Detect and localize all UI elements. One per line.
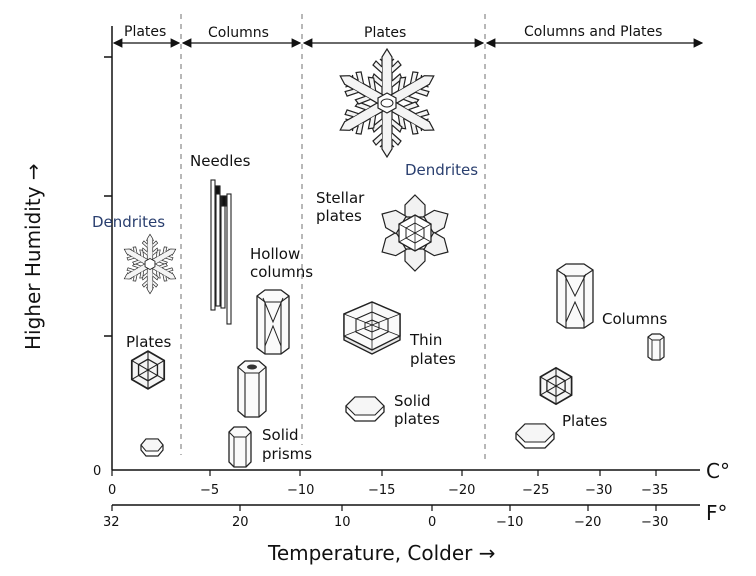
- fahrenheit-tick-label: 20: [232, 515, 249, 530]
- fahrenheit-tick-label: 32: [103, 515, 120, 530]
- label-solid-plates-1: Solid: [394, 392, 431, 410]
- label-plates-right: Plates: [562, 412, 608, 430]
- celsius-tick-label: −25: [522, 483, 549, 498]
- label-needles: Needles: [190, 152, 251, 170]
- y-axis-title: Higher Humidity →: [21, 163, 45, 350]
- plate-crystal-right: [539, 366, 573, 406]
- celsius-tick-label: −20: [448, 483, 475, 498]
- celsius-tick-label: −10: [287, 483, 314, 498]
- small-dendrite-crystal: [119, 233, 181, 295]
- celsius-tick-label: −35: [641, 483, 668, 498]
- stellar-plate-crystal: [381, 194, 449, 272]
- solid-plate-crystal-right: [515, 423, 555, 449]
- fahrenheit-tick-label: 0: [428, 515, 436, 530]
- y-axis-zero: 0: [93, 464, 101, 479]
- label-dendrites-left: Dendrites: [92, 213, 165, 231]
- label-hollow-columns-1: Hollow: [250, 245, 300, 263]
- celsius-tick-label: −5: [200, 483, 219, 498]
- label-solid-plates-2: plates: [394, 410, 440, 428]
- fahrenheit-tick-label: −10: [496, 515, 523, 530]
- regime-boundaries: [180, 14, 486, 460]
- fahrenheit-ticks: [111, 505, 657, 511]
- hollow-column-crystal-right: [556, 263, 594, 329]
- celsius-ticks: [111, 470, 657, 476]
- celsius-tick-label: 0: [108, 483, 116, 498]
- celsius-tick-label: −30: [585, 483, 612, 498]
- fahrenheit-unit: F°: [706, 501, 728, 525]
- label-stellar-plates-1: Stellar: [316, 189, 365, 207]
- needle-crystals: [210, 179, 232, 325]
- small-solid-plate-left: [140, 438, 164, 457]
- large-dendrite-crystal: [332, 48, 442, 158]
- label-plates-left: Plates: [126, 333, 172, 351]
- label-solid-prisms-1: Solid: [262, 426, 299, 444]
- fahrenheit-tick-label: −30: [641, 515, 668, 530]
- solid-column-crystal: [237, 360, 267, 418]
- solid-plate-crystal: [345, 396, 385, 422]
- regime-label-columns: Columns: [208, 25, 269, 41]
- label-dendrites-top: Dendrites: [405, 161, 478, 179]
- regime-label-plates-2: Plates: [364, 25, 406, 41]
- hollow-column-crystal: [256, 289, 290, 355]
- regime-label-plates-1: Plates: [124, 24, 166, 40]
- label-columns-right: Columns: [602, 310, 667, 328]
- label-thin-plates-1: Thin: [409, 331, 442, 349]
- celsius-tick-label: −15: [368, 483, 395, 498]
- thin-plate-crystal: [343, 301, 401, 355]
- plate-crystal-left: [130, 350, 166, 390]
- label-thin-plates-2: plates: [410, 350, 456, 368]
- solid-prism-crystal: [228, 426, 252, 468]
- x-axis-title: Temperature, Colder →: [267, 541, 496, 565]
- celsius-unit: C°: [706, 459, 730, 483]
- fahrenheit-tick-label: 10: [334, 515, 351, 530]
- fahrenheit-tick-label: −20: [574, 515, 601, 530]
- small-column-crystal-right: [647, 333, 665, 361]
- label-solid-prisms-2: prisms: [262, 445, 312, 463]
- label-hollow-columns-2: columns: [250, 263, 313, 281]
- regime-label-columns-and-plates: Columns and Plates: [524, 24, 662, 40]
- label-stellar-plates-2: plates: [316, 207, 362, 225]
